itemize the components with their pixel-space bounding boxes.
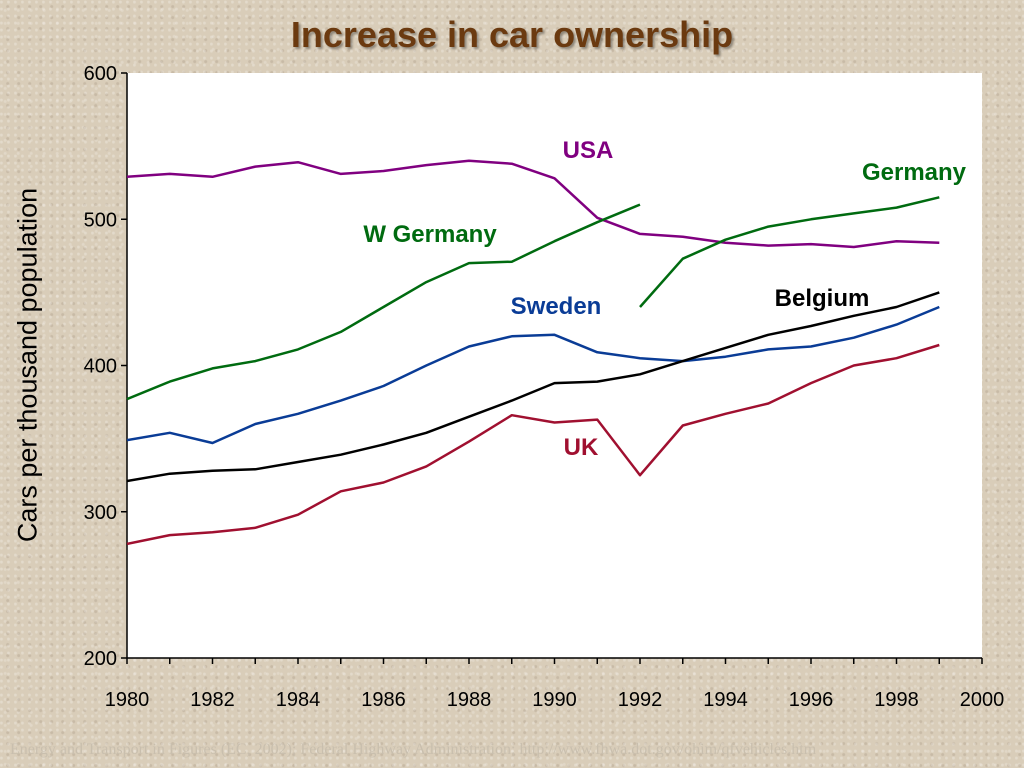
series-label-germany: Germany [862, 159, 967, 186]
series-label-uk: UK [564, 434, 599, 461]
axes: 200 300 400 500 600 1980 1982 1984 1986 1988 1990 1… [84, 63, 1005, 711]
y-axis-label: Cars per thousand population [12, 187, 43, 543]
x-tick-label: 1986 [361, 689, 406, 711]
chart-title: Increase in car ownership [290, 14, 734, 55]
x-tick-label: 2000 [960, 689, 1005, 711]
x-tick-label: 1980 [105, 689, 150, 711]
series-line-belgium [126, 291, 940, 483]
x-tick-label: 1994 [703, 689, 748, 711]
series-line-usa [126, 159, 940, 249]
x-tick-label: 1984 [276, 689, 321, 711]
series-line-uk [126, 343, 940, 546]
source-citation: Energy and Transport in Figures (EC, 200… [10, 741, 817, 758]
series-line-w-germany [126, 203, 641, 401]
x-tick-label: 1992 [618, 689, 663, 711]
y-tick-label: 200 [84, 648, 117, 670]
series-label-sweden: Sweden [511, 293, 602, 320]
series-labels: USA Germany W Germany Sweden Belgium UK [363, 137, 966, 461]
y-tick-label: 600 [84, 63, 117, 85]
x-tick-label: 1988 [447, 689, 492, 711]
series-label-belgium: Belgium [775, 285, 870, 312]
y-tick-label: 500 [84, 209, 117, 231]
y-tick-label: 400 [84, 356, 117, 378]
series-line-germany [639, 196, 940, 308]
series-lines [126, 159, 940, 546]
y-tick-label: 300 [84, 502, 117, 524]
series-line-sweden [126, 305, 940, 445]
x-tick-label: 1996 [789, 689, 834, 711]
series-label-usa: USA [563, 137, 614, 164]
series-label-w-germany: W Germany [363, 221, 497, 248]
plot-area [127, 73, 982, 658]
x-tick-label: 1998 [874, 689, 919, 711]
x-tick-label: 1990 [532, 689, 577, 711]
x-tick-label: 1982 [190, 689, 235, 711]
